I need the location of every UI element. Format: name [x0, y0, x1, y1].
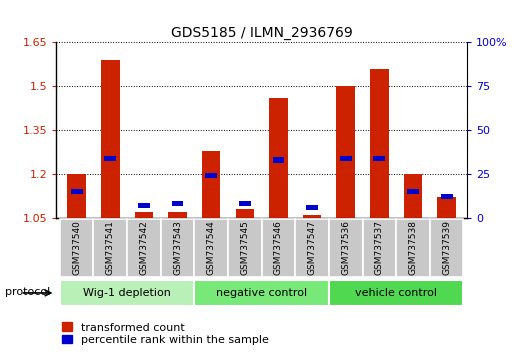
Bar: [306, 205, 318, 210]
Bar: [138, 203, 150, 208]
Bar: [71, 189, 83, 194]
FancyBboxPatch shape: [262, 219, 295, 277]
FancyBboxPatch shape: [228, 219, 262, 277]
Bar: [269, 98, 288, 218]
Bar: [340, 155, 351, 161]
FancyBboxPatch shape: [329, 280, 463, 306]
Bar: [303, 215, 321, 218]
FancyBboxPatch shape: [60, 280, 194, 306]
Bar: [104, 155, 116, 161]
Text: GSM737542: GSM737542: [140, 221, 148, 275]
Text: GSM737538: GSM737538: [408, 220, 418, 275]
Text: GSM737536: GSM737536: [341, 220, 350, 275]
Text: vehicle control: vehicle control: [355, 288, 437, 298]
Bar: [67, 174, 86, 218]
Bar: [134, 212, 153, 218]
Text: GSM737545: GSM737545: [240, 220, 249, 275]
Bar: [373, 155, 385, 161]
FancyBboxPatch shape: [430, 219, 463, 277]
Bar: [172, 201, 184, 206]
FancyBboxPatch shape: [194, 280, 329, 306]
FancyBboxPatch shape: [161, 219, 194, 277]
Text: GSM737547: GSM737547: [308, 220, 317, 275]
FancyBboxPatch shape: [329, 219, 363, 277]
Text: GSM737541: GSM737541: [106, 220, 115, 275]
Text: GSM737539: GSM737539: [442, 220, 451, 275]
Bar: [101, 60, 120, 218]
Text: GSM737540: GSM737540: [72, 220, 81, 275]
Bar: [370, 69, 389, 218]
Bar: [205, 173, 217, 178]
Bar: [239, 201, 251, 206]
Bar: [202, 150, 221, 218]
FancyBboxPatch shape: [60, 219, 93, 277]
Bar: [441, 194, 452, 199]
FancyBboxPatch shape: [127, 219, 161, 277]
Text: GSM737543: GSM737543: [173, 220, 182, 275]
Bar: [235, 209, 254, 218]
Bar: [168, 212, 187, 218]
FancyBboxPatch shape: [396, 219, 430, 277]
Bar: [404, 174, 422, 218]
Text: Wig-1 depletion: Wig-1 depletion: [83, 288, 171, 298]
Bar: [337, 86, 355, 218]
Bar: [438, 197, 456, 218]
Text: GSM737546: GSM737546: [274, 220, 283, 275]
Text: negative control: negative control: [216, 288, 307, 298]
Text: protocol: protocol: [5, 287, 50, 297]
FancyBboxPatch shape: [194, 219, 228, 277]
FancyBboxPatch shape: [363, 219, 396, 277]
Legend: transformed count, percentile rank within the sample: transformed count, percentile rank withi…: [62, 322, 269, 345]
Text: GSM737537: GSM737537: [375, 220, 384, 275]
Text: GSM737544: GSM737544: [207, 221, 215, 275]
FancyBboxPatch shape: [93, 219, 127, 277]
FancyBboxPatch shape: [295, 219, 329, 277]
Bar: [407, 189, 419, 194]
Bar: [272, 157, 284, 162]
Title: GDS5185 / ILMN_2936769: GDS5185 / ILMN_2936769: [171, 26, 352, 40]
